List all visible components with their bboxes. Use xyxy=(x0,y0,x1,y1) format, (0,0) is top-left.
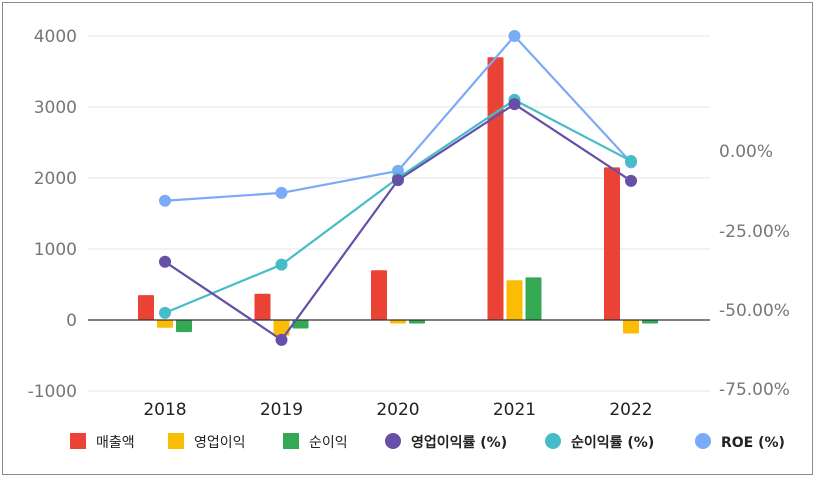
y-right-tick-label: -75.00% xyxy=(719,380,790,400)
bar-영업이익 xyxy=(273,320,290,336)
y-left-tick-label: 0 xyxy=(66,311,77,331)
legend-swatch xyxy=(283,433,299,449)
x-tick-label: 2019 xyxy=(260,400,303,420)
bar-영업이익 xyxy=(506,280,523,320)
legend-label: 매출액 xyxy=(96,435,135,451)
legend-label: 순이익 xyxy=(309,435,348,451)
point-순이익률 (%) xyxy=(159,306,171,319)
bar-영업이익 xyxy=(157,320,173,328)
x-tick-label: 2018 xyxy=(143,400,186,420)
bar-매출액 xyxy=(487,57,504,321)
bar-영업이익 xyxy=(390,320,406,324)
point-ROE (%) xyxy=(508,30,521,42)
point-순이익률 (%) xyxy=(625,154,637,167)
y-right-tick-label: -50.00% xyxy=(719,301,790,321)
x-tick-label: 2022 xyxy=(609,400,652,420)
bar-영업이익 xyxy=(623,320,639,334)
legend-label: 영업이익률 (%) xyxy=(411,434,507,451)
bar-매출액 xyxy=(254,293,271,320)
y-right-tick-label: 0.00% xyxy=(719,142,773,162)
x-axis-ticks: 2018 2019 2020 2021 2022 xyxy=(143,400,652,420)
bar-매출액 xyxy=(604,167,620,320)
line-영업이익률 (%) xyxy=(164,102,632,342)
legend-swatch xyxy=(385,433,401,449)
legend-label: 순이익률 (%) xyxy=(571,434,654,451)
legend-swatch xyxy=(695,433,711,449)
point-영업이익률 (%) xyxy=(508,98,521,111)
bar-순이익 xyxy=(409,320,425,324)
bar-순이익 xyxy=(642,320,658,324)
legend-label: 영업이익 xyxy=(194,435,246,451)
y-left-tick-label: 3000 xyxy=(34,98,77,118)
point-영업이익률 (%) xyxy=(275,333,288,346)
gridlines xyxy=(88,35,710,392)
right-axis-ticks: 0.00% -25.00% -50.00% -75.00% xyxy=(719,142,790,400)
y-right-tick-label: -25.00% xyxy=(719,222,790,242)
x-tick-label: 2020 xyxy=(376,400,419,420)
legend-label: ROE (%) xyxy=(721,435,785,451)
left-axis-ticks: 4000 3000 2000 1000 0 -1000 xyxy=(28,27,77,402)
legend: 매출액 영업이익 순이익 영업이익률 (%) 순이익률 (%) ROE (%) xyxy=(70,433,785,451)
bar-series xyxy=(138,57,658,336)
line-series xyxy=(159,30,637,346)
point-영업이익률 (%) xyxy=(159,255,171,268)
legend-swatch xyxy=(545,433,561,449)
point-ROE (%) xyxy=(275,186,288,199)
point-순이익률 (%) xyxy=(275,258,288,271)
legend-swatch xyxy=(70,433,86,449)
bar-순이익 xyxy=(176,320,192,333)
bar-매출액 xyxy=(138,295,154,320)
bar-매출액 xyxy=(371,270,387,320)
x-tick-label: 2021 xyxy=(493,400,536,420)
y-left-tick-label: 2000 xyxy=(34,169,77,189)
y-left-tick-label: -1000 xyxy=(28,382,77,402)
line-순이익률 (%) xyxy=(164,98,632,314)
bar-순이익 xyxy=(525,277,542,320)
bar-순이익 xyxy=(292,320,309,329)
point-ROE (%) xyxy=(159,194,171,207)
y-left-tick-label: 4000 xyxy=(34,27,77,47)
point-영업이익률 (%) xyxy=(392,174,404,187)
point-영업이익률 (%) xyxy=(625,174,637,187)
legend-swatch xyxy=(168,433,184,449)
y-left-tick-label: 1000 xyxy=(34,240,77,260)
